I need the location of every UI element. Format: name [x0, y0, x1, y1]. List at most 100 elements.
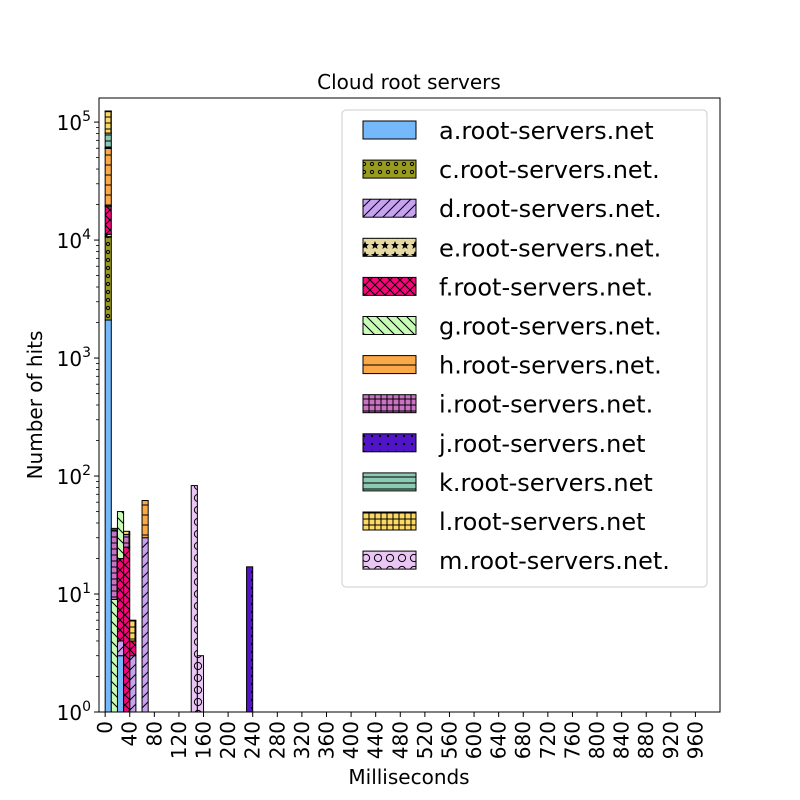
bar-k-10 [110, 527, 118, 531]
bar-l-40 [129, 619, 137, 642]
legend-item-f: f.root-servers.net. [362, 273, 653, 301]
x-tick-label: 760 [560, 721, 584, 759]
legend-swatch-hatch [363, 472, 416, 491]
legend-item-m: m.root-servers.net. [362, 547, 670, 575]
legend-item-a: a.root-servers.net [362, 117, 654, 145]
y-tick-label: 105 [57, 109, 91, 135]
x-tick-label: 400 [339, 721, 363, 759]
bar-f-20 [116, 558, 125, 642]
bar-d-20 [116, 640, 125, 657]
legend-swatch-hatch [363, 433, 416, 452]
y-tick-label: 103 [57, 345, 91, 371]
x-tick-label: 800 [585, 721, 609, 759]
x-tick-label: 560 [437, 721, 461, 759]
x-axis-ticks: 0 40 80 120 160 200 240 280 320 360 400 440 480 520 56… [93, 712, 707, 759]
legend-item-l: l.root-servers.net [362, 508, 646, 536]
bar-m-150 [196, 655, 205, 713]
bar-l-30 [123, 530, 131, 535]
y-tick-label: 100 [57, 699, 91, 725]
legend-swatch-border [362, 433, 417, 453]
y-tick-label: 102 [57, 463, 91, 489]
legend-swatch-hatch [363, 199, 416, 218]
x-tick-label: 120 [167, 721, 191, 759]
x-tick-label: 80 [142, 721, 166, 746]
legend-label: i.root-servers.net. [439, 391, 653, 419]
legend: a.root-servers.net c.root-servers.net. d.r… [341, 109, 708, 588]
bar-i-10 [110, 529, 118, 600]
bar-a-0 [104, 319, 112, 713]
bar-i-30 [123, 533, 131, 548]
legend-swatch-border [362, 276, 417, 296]
legend-swatch-border [362, 198, 417, 218]
legend-swatch-border [362, 355, 417, 375]
x-tick-label: 240 [241, 721, 265, 759]
legend-label: k.root-servers.net [439, 469, 653, 497]
legend-swatch-border [362, 472, 417, 492]
legend-label: g.root-servers.net. [439, 313, 662, 341]
legend-label: d.root-servers.net. [439, 195, 662, 223]
legend-swatch-border [362, 159, 417, 179]
bar-c-0 [104, 236, 112, 321]
y-tick-label: 104 [57, 227, 91, 253]
bar-f-0 [104, 206, 112, 235]
x-tick-label: 480 [388, 721, 412, 759]
x-tick-label: 640 [487, 721, 511, 759]
legend-swatch-hatch [363, 512, 416, 530]
legend-swatch [363, 121, 416, 139]
legend-swatch-border [362, 237, 417, 257]
bar-j-230 [246, 566, 254, 713]
x-tick-label: 40 [118, 721, 142, 746]
y-tick-label: 101 [57, 581, 91, 607]
legend-item-h: h.root-servers.net. [362, 352, 662, 380]
legend-item-g: g.root-servers.net. [362, 313, 662, 341]
legend-swatch-hatch [363, 551, 416, 570]
legend-swatch-hatch [363, 394, 416, 413]
x-tick-label: 920 [659, 721, 683, 759]
x-tick-label: 960 [683, 721, 707, 759]
y-axis-label: Number of hits [23, 331, 47, 480]
bar-d-60 [141, 537, 149, 713]
legend-item-k: k.root-servers.net [362, 469, 653, 497]
bar-a-20 [116, 655, 125, 713]
bar-f-30 [123, 546, 131, 713]
legend-frame [341, 109, 708, 588]
x-tick-label: 160 [192, 721, 216, 759]
bar-l-0 [104, 111, 112, 134]
x-tick-label: 880 [634, 721, 658, 759]
legend-item-c: c.root-servers.net. [362, 156, 660, 184]
x-tick-label: 0 [93, 721, 117, 734]
x-tick-label: 840 [610, 721, 634, 759]
legend-label: l.root-servers.net [439, 508, 646, 536]
x-axis-label: Milliseconds [348, 765, 469, 789]
bars-layer [104, 110, 254, 713]
legend-item-i: i.root-servers.net. [362, 391, 653, 419]
legend-label: m.root-servers.net. [439, 547, 670, 575]
legend-swatch-hatch [363, 238, 416, 257]
legend-swatch-border [362, 511, 417, 531]
legend-item-j: j.root-servers.net [362, 430, 646, 458]
bar-m-140 [190, 485, 198, 713]
bar-g-10 [110, 598, 118, 713]
bar-k-0 [104, 132, 112, 149]
x-tick-label: 720 [536, 721, 560, 759]
legend-label: j.root-servers.net [438, 430, 646, 458]
x-tick-label: 520 [413, 721, 437, 759]
legend-swatch-border [362, 120, 417, 140]
bar-g-20 [116, 511, 125, 559]
legend-swatch-hatch [363, 355, 416, 374]
x-tick-label: 200 [216, 721, 240, 759]
legend-label: c.root-servers.net. [439, 156, 660, 184]
bar-f-40 [129, 640, 137, 657]
plot-frame [98, 97, 721, 713]
legend-swatch-border [362, 316, 417, 335]
bar-m-0 [104, 110, 112, 113]
legend-item-d: d.root-servers.net. [362, 195, 662, 223]
legend-swatch-hatch [363, 316, 416, 335]
bar-h-0 [104, 148, 112, 206]
legend-swatch-hatch [363, 160, 416, 179]
x-tick-label: 320 [290, 721, 314, 759]
x-tick-label: 680 [511, 721, 535, 759]
y-axis-ticks: 100 101 102 103 104 105 [57, 109, 99, 725]
x-tick-label: 280 [265, 721, 289, 759]
